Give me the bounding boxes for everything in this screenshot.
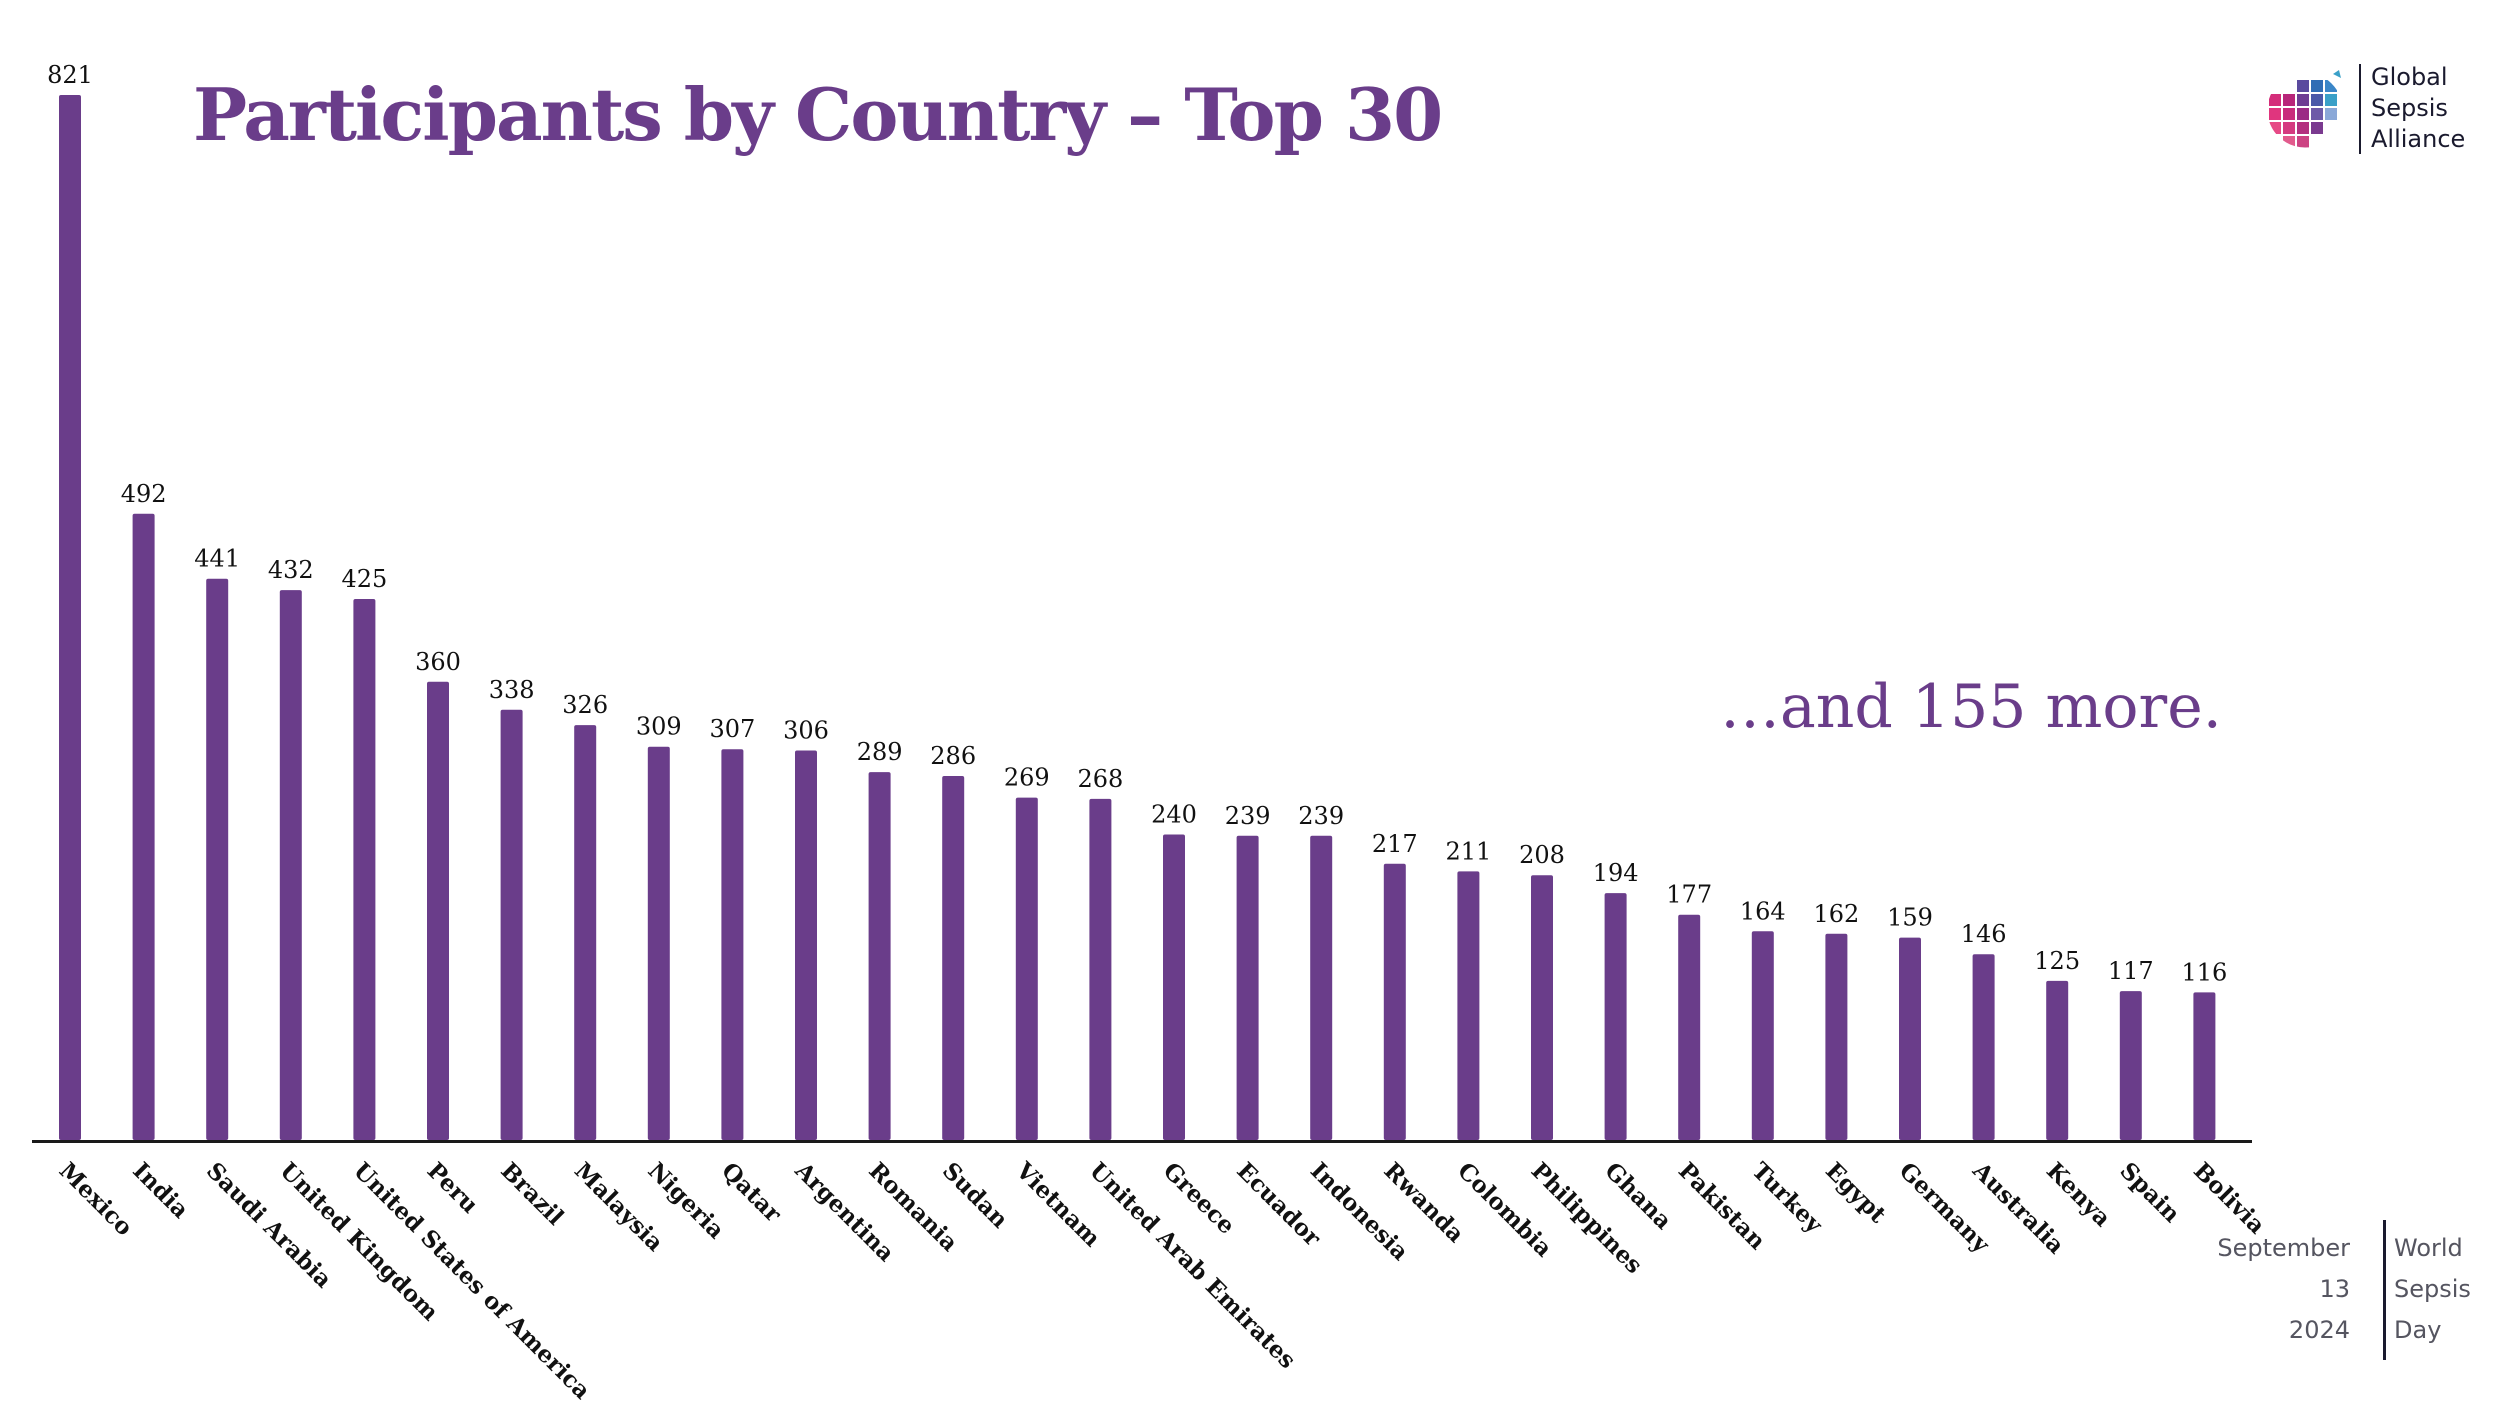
global-sepsis-alliance-logo: Global Sepsis Alliance: [2255, 60, 2475, 160]
value-label-malaysia: 326: [562, 691, 608, 719]
category-label-india: India: [127, 1157, 194, 1224]
event-name-line-3: Day: [2394, 1316, 2442, 1344]
event-date: September 13 2024: [2217, 1228, 2350, 1351]
logo-line-2: Sepsis: [2371, 94, 2448, 122]
value-label-indonesia: 239: [1298, 802, 1344, 830]
bar-spain: [2119, 991, 2142, 1140]
bar-ghana: [1604, 893, 1627, 1140]
value-label-colombia: 211: [1445, 837, 1491, 865]
bar-united-kingdom: [279, 590, 302, 1140]
category-label-brazil: Brazil: [495, 1157, 569, 1231]
event-year: 2024: [2288, 1316, 2350, 1344]
bar-indonesia: [1310, 835, 1333, 1140]
logo-divider: [2359, 64, 2361, 154]
event-name-line-2: Sepsis: [2394, 1275, 2471, 1303]
value-label-turkey: 164: [1740, 897, 1786, 925]
bar-turkey: [1751, 931, 1774, 1140]
bar-india: [132, 513, 155, 1140]
value-label-saudi-arabia: 441: [194, 545, 240, 573]
bar-qatar: [721, 749, 744, 1140]
bar-vietnam: [1015, 797, 1038, 1140]
value-label-brazil: 338: [489, 676, 535, 704]
value-label-india: 492: [121, 480, 167, 508]
bar-kenya: [2046, 980, 2069, 1140]
event-day: 13: [2319, 1275, 2350, 1303]
bar-bolivia: [2193, 992, 2216, 1140]
bar-peru: [427, 681, 449, 1140]
value-label-romania: 289: [857, 738, 903, 766]
value-labels-layer: 821 492 441 432 425 360 338 326 309 307 306 289 286 2…: [47, 61, 2227, 986]
bar-malaysia: [574, 725, 597, 1140]
value-label-kenya: 125: [2034, 947, 2080, 975]
bar-brazil: [500, 709, 523, 1140]
bar-sudan: [942, 776, 965, 1140]
world-sepsis-day-badge: September 13 2024 World Sepsis Day: [2217, 1220, 2480, 1360]
value-label-bolivia: 116: [2181, 958, 2227, 986]
value-label-egypt: 162: [1813, 900, 1859, 928]
value-label-ecuador: 239: [1225, 802, 1271, 830]
bar-mexico: [59, 95, 81, 1140]
value-label-philippines: 208: [1519, 841, 1565, 869]
category-label-qatar: Qatar: [716, 1157, 787, 1228]
chart-title: Participants by Country – Top 30: [193, 72, 1443, 157]
category-label-saudi-arabia: Saudi Arabia: [201, 1157, 337, 1293]
value-label-vietnam: 269: [1004, 764, 1050, 792]
logo-line-1: Global: [2371, 63, 2448, 91]
event-name: World Sepsis Day: [2394, 1228, 2471, 1351]
value-label-nigeria: 309: [636, 713, 682, 741]
event-divider: [2383, 1220, 2386, 1360]
bar-ecuador: [1236, 835, 1259, 1140]
value-label-sudan: 286: [930, 742, 976, 770]
bar-germany: [1899, 937, 1921, 1140]
value-label-qatar: 307: [709, 715, 755, 743]
value-label-germany: 159: [1887, 904, 1933, 932]
value-label-united-states-of-america: 425: [341, 565, 387, 593]
value-label-mexico: 821: [47, 61, 93, 89]
category-label-mexico: Mexico: [54, 1157, 138, 1241]
logo-line-3: Alliance: [2371, 125, 2466, 153]
bar-egypt: [1825, 933, 1848, 1140]
category-label-egypt: Egypt: [1820, 1157, 1891, 1228]
bar-united-states-of-america: [353, 599, 376, 1140]
bar-united-arab-emirates: [1089, 798, 1112, 1140]
globe-icon: [2263, 64, 2347, 152]
value-label-peru: 360: [415, 648, 461, 676]
bar-colombia: [1457, 871, 1480, 1140]
value-label-pakistan: 177: [1666, 881, 1712, 909]
value-label-australia: 146: [1961, 920, 2007, 948]
event-name-line-1: World: [2394, 1234, 2463, 1262]
value-label-greece: 240: [1151, 801, 1197, 829]
bar-greece: [1163, 834, 1185, 1140]
value-label-spain: 117: [2108, 957, 2154, 985]
bar-nigeria: [647, 746, 670, 1140]
bar-rwanda: [1383, 863, 1406, 1140]
value-label-united-kingdom: 432: [268, 556, 314, 584]
bars-layer: [59, 95, 2216, 1140]
bar-australia: [1972, 954, 1995, 1140]
value-label-united-arab-emirates: 268: [1077, 765, 1123, 793]
value-label-ghana: 194: [1593, 859, 1639, 887]
event-month: September: [2217, 1234, 2350, 1262]
value-label-rwanda: 217: [1372, 830, 1418, 858]
bar-saudi-arabia: [206, 578, 229, 1140]
bar-philippines: [1531, 875, 1553, 1140]
category-label-peru: Peru: [422, 1157, 484, 1219]
category-label-kenya: Kenya: [2041, 1157, 2116, 1232]
category-label-spain: Spain: [2115, 1157, 2186, 1228]
bar-pakistan: [1678, 914, 1701, 1140]
value-label-argentina: 306: [783, 717, 829, 745]
bar-argentina: [795, 750, 817, 1140]
logo-text: Global Sepsis Alliance: [2371, 62, 2465, 155]
bar-romania: [868, 772, 891, 1140]
more-countries-note: …and 155 more.: [1720, 672, 2222, 742]
